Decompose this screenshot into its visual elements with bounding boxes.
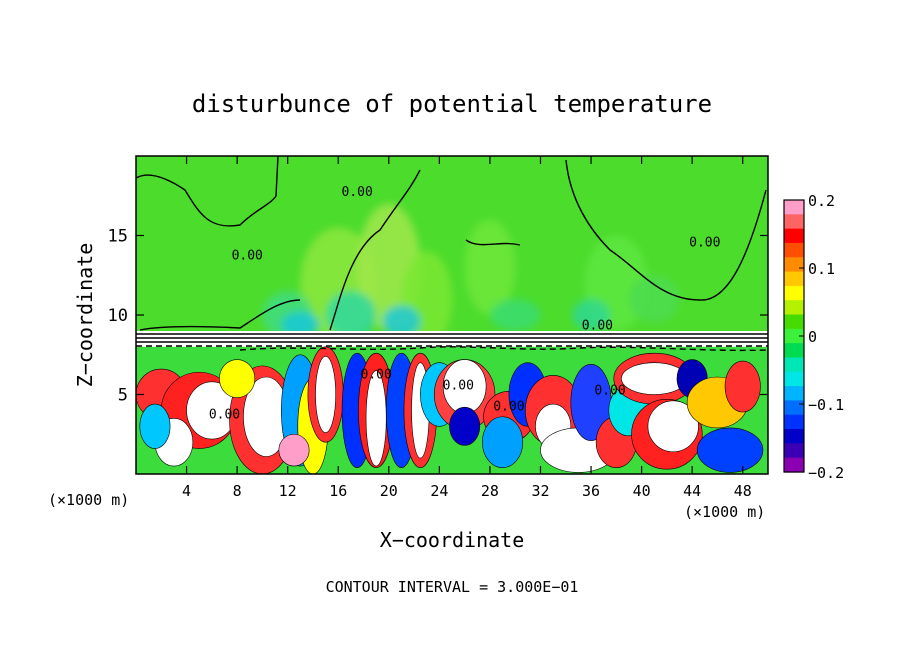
colorbar-tick-label: 0.1 bbox=[808, 260, 835, 278]
contour-labels: 0.00 0.00 0.00 0.00 0.00 0.00 0.00 0.00 0.00 bbox=[209, 185, 721, 423]
upper-patch bbox=[281, 311, 320, 338]
colorbar-swatch bbox=[784, 400, 804, 416]
colorbar-swatch bbox=[784, 242, 804, 258]
contour-lines bbox=[136, 156, 768, 352]
field-blob bbox=[724, 360, 761, 413]
field-blob bbox=[278, 433, 310, 467]
colorbar-swatch bbox=[784, 443, 804, 459]
field-blob bbox=[315, 356, 337, 433]
x-tick-label: 4 bbox=[182, 482, 191, 500]
contour-label: 0.00 bbox=[342, 185, 373, 200]
field-blob bbox=[219, 359, 256, 398]
contour-line bbox=[465, 239, 521, 246]
y-axis-ticks: 5 10 15 bbox=[108, 227, 768, 406]
y-tick-label: 15 bbox=[108, 227, 128, 247]
heatmap-field: 0.00 0.00 0.00 0.00 0.00 0.00 0.00 0.00 0.00 bbox=[136, 156, 768, 474]
y-tick-label: 5 bbox=[118, 386, 128, 406]
contour-label: 0.00 bbox=[361, 368, 392, 383]
field-blob bbox=[139, 403, 171, 449]
y-axis-label: Z−coordinate bbox=[73, 243, 97, 388]
contour-dashed bbox=[239, 346, 768, 352]
contour-label: 0.00 bbox=[582, 318, 613, 333]
x-tick-label: 40 bbox=[633, 482, 651, 500]
upper-patch bbox=[382, 305, 421, 338]
colorbar-swatch bbox=[784, 300, 804, 316]
lower-layer-field bbox=[136, 346, 768, 474]
x-tick-label: 16 bbox=[329, 482, 347, 500]
colorbar-swatch bbox=[784, 414, 804, 430]
x-tick-label: 44 bbox=[683, 482, 701, 500]
x-unit-left: (×1000 m) bbox=[48, 491, 129, 509]
colorbar-swatch bbox=[784, 214, 804, 230]
colorbar-swatch bbox=[784, 457, 804, 473]
contour-label: 0.00 bbox=[443, 379, 474, 394]
colorbar-swatch bbox=[784, 200, 804, 215]
colorbar-swatch bbox=[784, 357, 804, 373]
contour-line bbox=[139, 299, 301, 331]
colorbar: 0.2 0.1 0 −0.1 −0.2 bbox=[783, 192, 844, 482]
x-tick-label: 12 bbox=[279, 482, 297, 500]
colorbar-swatch bbox=[784, 228, 804, 244]
colorbar-swatch bbox=[784, 314, 804, 330]
x-axis-ticks: 4 8 12 16 20 24 28 32 36 40 44 48 bbox=[182, 156, 752, 500]
upper-patch bbox=[489, 299, 541, 331]
field-blob bbox=[696, 427, 764, 473]
upper-patch bbox=[572, 299, 610, 331]
colorbar-swatch bbox=[784, 271, 804, 287]
colorbar-tick-label: −0.2 bbox=[808, 464, 844, 482]
field-blob bbox=[365, 370, 387, 467]
contour-line bbox=[565, 159, 767, 301]
colorbar-swatch bbox=[784, 386, 804, 402]
y-tick-label: 10 bbox=[108, 306, 128, 326]
chart-title: disturbunce of potential temperature bbox=[192, 90, 712, 118]
x-tick-label: 32 bbox=[531, 482, 549, 500]
colorbar-swatch bbox=[784, 257, 804, 273]
contour-label: 0.00 bbox=[209, 407, 240, 422]
contour-label: 0.00 bbox=[493, 399, 524, 414]
field-blob bbox=[449, 406, 481, 446]
colorbar-swatch bbox=[784, 371, 804, 387]
contour-label: 0.00 bbox=[232, 248, 263, 263]
x-tick-label: 20 bbox=[380, 482, 398, 500]
colorbar-tick-label: 0 bbox=[808, 328, 817, 346]
field-blob bbox=[482, 416, 524, 468]
x-tick-label: 36 bbox=[582, 482, 600, 500]
contour-line bbox=[329, 169, 421, 331]
x-unit-right: (×1000 m) bbox=[684, 503, 765, 521]
x-axis-label: X−coordinate bbox=[380, 528, 525, 552]
colorbar-swatch bbox=[784, 328, 804, 344]
x-tick-label: 8 bbox=[233, 482, 242, 500]
field-blob bbox=[647, 400, 699, 453]
x-tick-label: 24 bbox=[430, 482, 448, 500]
contour-line bbox=[136, 156, 279, 227]
colorbar-swatch bbox=[784, 285, 804, 301]
x-tick-label: 48 bbox=[734, 482, 752, 500]
x-tick-label: 28 bbox=[481, 482, 499, 500]
contour-label: 0.00 bbox=[689, 236, 720, 251]
colorbar-swatch bbox=[784, 429, 804, 444]
colorbar-tick-label: −0.1 bbox=[808, 396, 844, 414]
contour-interval-note: CONTOUR INTERVAL = 3.000E−01 bbox=[326, 578, 579, 596]
contour-label: 0.00 bbox=[594, 384, 625, 399]
upper-patch bbox=[628, 275, 680, 323]
colorbar-swatch bbox=[784, 343, 804, 359]
colorbar-tick-label: 0.2 bbox=[808, 192, 835, 210]
